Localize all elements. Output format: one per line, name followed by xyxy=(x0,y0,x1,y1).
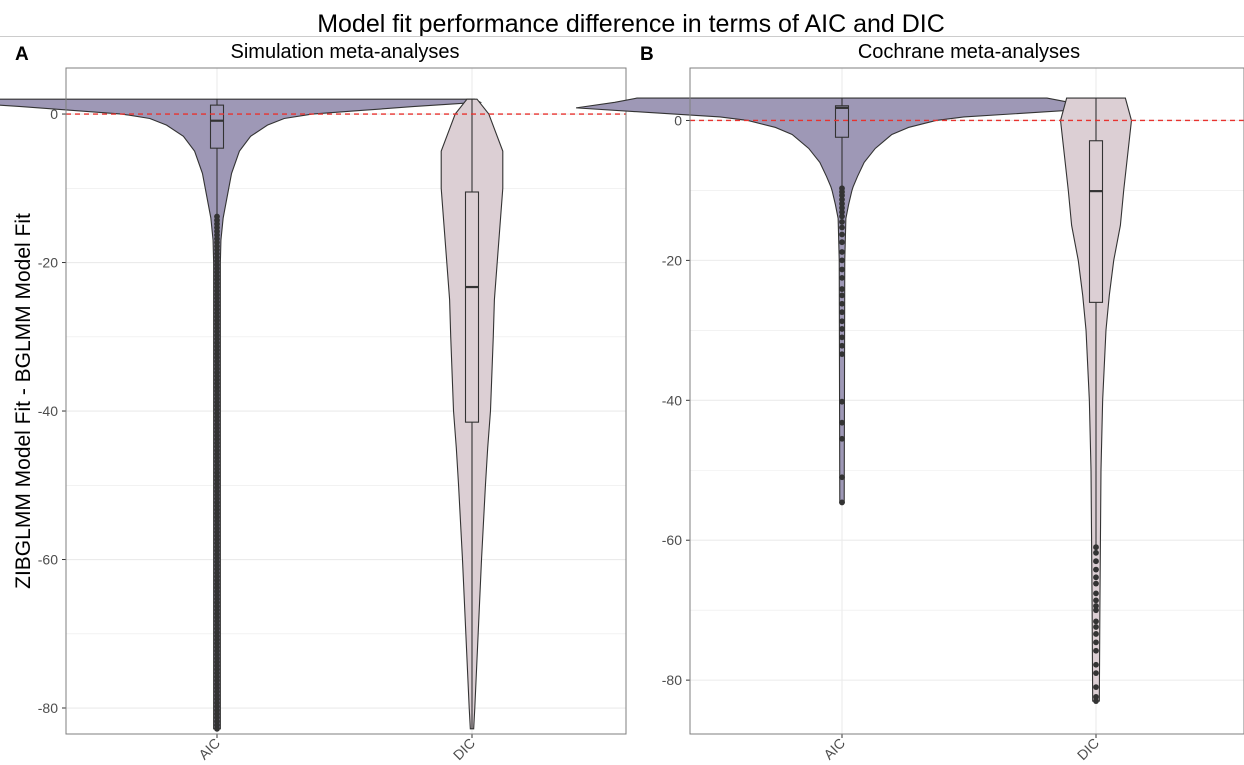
box xyxy=(209,104,225,149)
outlier-point xyxy=(839,266,845,273)
box xyxy=(834,105,850,138)
outlier-point xyxy=(839,231,845,238)
figure-title: Model fit performance difference in term… xyxy=(317,10,945,38)
y-tick-label: 0 xyxy=(674,112,682,128)
outlier-point xyxy=(839,499,845,506)
violin-aic xyxy=(576,97,1108,506)
outlier-point xyxy=(839,342,845,349)
y-tick-label: 0 xyxy=(50,106,58,122)
outlier-point xyxy=(839,300,845,307)
violin-dic xyxy=(1059,97,1133,705)
outlier-point xyxy=(214,725,220,732)
x-tick-label: DIC xyxy=(1074,735,1102,763)
y-tick-label: -60 xyxy=(662,532,682,548)
outlier-point xyxy=(1093,549,1099,556)
outlier-point xyxy=(1093,694,1099,700)
outlier-point xyxy=(839,192,845,199)
outlier-point xyxy=(1093,590,1099,597)
outlier-point xyxy=(839,292,845,299)
outlier-point xyxy=(1093,618,1099,625)
outlier-point xyxy=(839,419,845,426)
outlier-point xyxy=(839,200,845,207)
gridlines xyxy=(690,68,1244,734)
y-tick-label: -60 xyxy=(38,552,58,568)
panel-b: B Cochrane meta-analyses 0 -20 -40 -60 -80 AI… xyxy=(576,41,1244,763)
outlier-point xyxy=(839,326,845,332)
y-tick-label: -80 xyxy=(662,672,682,688)
violin-dic xyxy=(440,98,504,730)
outlier-point xyxy=(1093,639,1099,646)
panel-a-title: Simulation meta-analyses xyxy=(231,41,460,63)
x-tick-label: AIC xyxy=(820,735,848,763)
outlier-point xyxy=(839,239,845,246)
outlier-point xyxy=(1093,603,1099,609)
outlier-point xyxy=(1093,624,1099,630)
y-tick-label: -40 xyxy=(662,392,682,408)
y-tick-label: -40 xyxy=(38,403,58,419)
outlier-point xyxy=(1093,558,1099,565)
outlier-point xyxy=(1093,698,1099,705)
panel-letter-a: A xyxy=(15,44,29,65)
outlier-point xyxy=(839,249,845,255)
box xyxy=(1088,140,1104,303)
outlier-point xyxy=(839,205,845,211)
outlier-point xyxy=(839,209,845,216)
outlier-point xyxy=(839,318,845,325)
outlier-point xyxy=(839,224,845,231)
panel-border xyxy=(689,67,1244,735)
outlier-point xyxy=(1093,670,1099,677)
outlier-point xyxy=(1093,574,1099,581)
panel-b-title: Cochrane meta-analyses xyxy=(858,41,1080,63)
outlier-point xyxy=(839,435,845,442)
outlier-point xyxy=(1093,647,1099,654)
y-tick-label: -20 xyxy=(38,255,58,271)
outlier-point xyxy=(839,213,845,220)
outlier-point xyxy=(839,274,845,281)
panel-letter-b: B xyxy=(640,44,654,65)
x-tick-label: DIC xyxy=(450,735,478,763)
outlier-point xyxy=(839,398,845,405)
y-tick-label: -20 xyxy=(662,252,682,268)
outlier-point xyxy=(1093,607,1099,614)
panel-a: A Simulation meta-analyses 0 -20 -40 -60 -80… xyxy=(0,41,627,763)
outlier-point xyxy=(839,286,845,292)
outlier-point xyxy=(1093,661,1099,668)
violin-shape xyxy=(0,98,483,730)
outlier-point xyxy=(839,219,845,225)
outlier-point xyxy=(1093,631,1099,637)
box xyxy=(464,191,480,423)
y-tick-label: -80 xyxy=(38,700,58,716)
outlier-point xyxy=(1093,566,1099,573)
outlier-point xyxy=(839,334,845,341)
outlier-point xyxy=(839,309,845,316)
outlier-point xyxy=(839,257,845,264)
shared-y-axis-label: ZIBGLMM Model Fit - BGLMM Model Fit xyxy=(12,213,35,589)
outlier-point xyxy=(839,474,845,481)
outlier-point xyxy=(1093,597,1099,604)
violin-aic xyxy=(0,98,483,732)
outlier-point xyxy=(1093,684,1099,691)
x-tick-label: AIC xyxy=(195,735,223,763)
gridlines xyxy=(66,68,626,734)
panel-border xyxy=(65,67,627,735)
outlier-point xyxy=(839,196,845,203)
outlier-point xyxy=(839,351,845,358)
outlier-point xyxy=(1093,580,1099,587)
outlier-point xyxy=(1093,544,1099,551)
